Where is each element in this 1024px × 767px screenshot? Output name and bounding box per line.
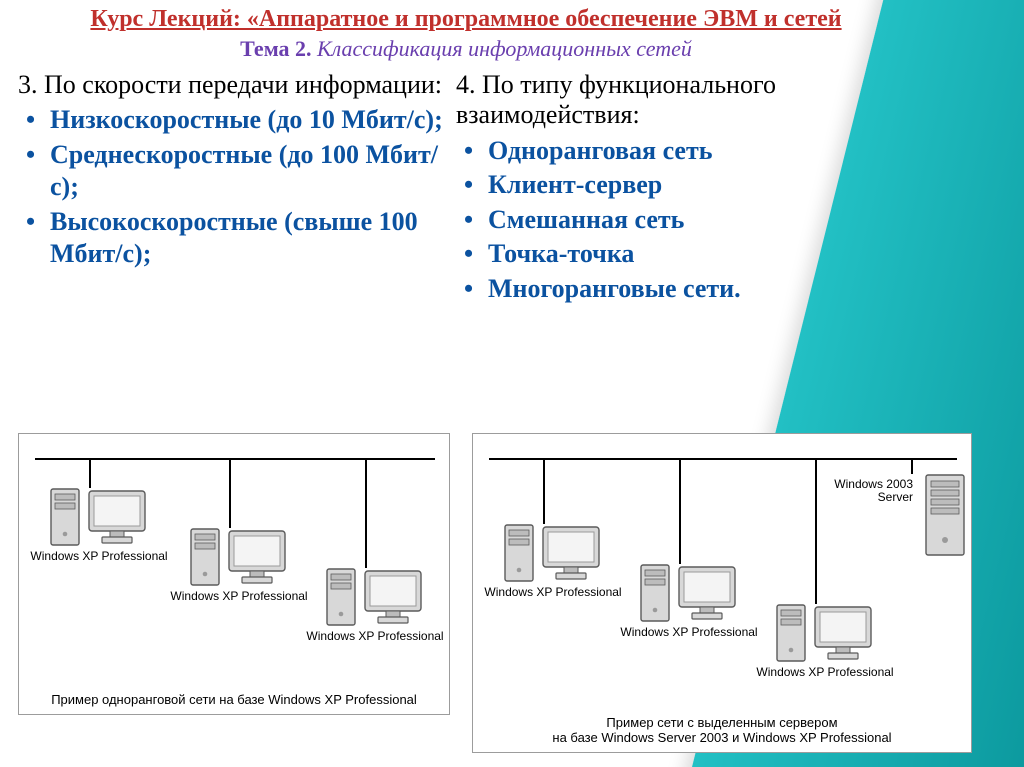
column-left: 3. По скорости передачи информации: Низк… xyxy=(18,70,448,308)
topic-subtitle: Тема 2. Классификация информационных сет… xyxy=(18,36,914,62)
tower-icon xyxy=(640,564,670,622)
list-item: Многоранговые сети. xyxy=(460,273,914,306)
monitor-icon xyxy=(540,524,602,582)
slide: Курс Лекций: «Аппаратное и программное о… xyxy=(0,0,1024,767)
monitor-icon xyxy=(226,528,288,586)
diagram-caption: Пример сети с выделенным сервером на баз… xyxy=(473,716,971,746)
section4-list: Одноранговая сеть Клиент-сервер Смешанна… xyxy=(456,135,914,306)
drop-cable xyxy=(543,458,545,524)
drop-cable xyxy=(815,458,817,604)
section4-heading: 4. По типу функционального взаимодействи… xyxy=(456,70,914,131)
tower-icon xyxy=(190,528,220,586)
workstation-label: Windows XP Professional xyxy=(169,590,309,603)
diagram-caption: Пример одноранговой сети на базе Windows… xyxy=(19,693,449,708)
tower-icon xyxy=(326,568,356,626)
workstation: Windows XP Professional xyxy=(483,524,623,599)
section3-heading: 3. По скорости передачи информации: xyxy=(18,70,448,101)
diagram-client-server: Windows 2003 Server Windows XP Professio… xyxy=(472,433,972,753)
monitor-icon xyxy=(812,604,874,662)
workstation-label: Windows XP Professional xyxy=(305,630,445,643)
server-label: Windows 2003 Server xyxy=(829,478,913,504)
course-title: Курс Лекций: «Аппаратное и программное о… xyxy=(18,6,914,34)
list-item: Клиент-сервер xyxy=(460,169,914,202)
drop-cable xyxy=(365,458,367,568)
list-item: Высокоскоростные (свыше 100 Мбит/с); xyxy=(22,206,448,271)
network-bus xyxy=(489,458,957,460)
workstation: Windows XP Professional xyxy=(755,604,895,679)
drop-cable xyxy=(89,458,91,488)
workstation: Windows XP Professional xyxy=(619,564,759,639)
monitor-icon xyxy=(362,568,424,626)
content-columns: 3. По скорости передачи информации: Низк… xyxy=(18,70,914,308)
tower-icon xyxy=(504,524,534,582)
server-tower-icon xyxy=(925,474,965,556)
list-item: Среднескоростные (до 100 Мбит/с); xyxy=(22,139,448,204)
workstation: Windows XP Professional xyxy=(305,568,445,643)
workstation-label: Windows XP Professional xyxy=(29,550,169,563)
tower-icon xyxy=(776,604,806,662)
diagram-peer-to-peer: Windows XP Professional Windows XP Profe… xyxy=(18,433,450,715)
section3-list: Низкоскоростные (до 10 Мбит/с); Среднеск… xyxy=(18,104,448,271)
workstation-label: Windows XP Professional xyxy=(619,626,759,639)
subtitle-bold: Тема 2. xyxy=(240,36,311,61)
workstation-label: Windows XP Professional xyxy=(755,666,895,679)
workstation: Windows XP Professional xyxy=(29,488,169,563)
list-item: Одноранговая сеть xyxy=(460,135,914,168)
drop-cable xyxy=(229,458,231,528)
monitor-icon xyxy=(86,488,148,546)
workstation: Windows XP Professional xyxy=(169,528,309,603)
list-item: Смешанная сеть xyxy=(460,204,914,237)
drop-cable xyxy=(911,458,913,474)
server-node: Windows 2003 Server xyxy=(845,474,965,560)
subtitle-italic: Классификация информационных сетей xyxy=(317,36,692,61)
monitor-icon xyxy=(676,564,738,622)
list-item: Точка-точка xyxy=(460,238,914,271)
caption-line: Пример сети с выделенным сервером xyxy=(606,715,837,730)
drop-cable xyxy=(679,458,681,564)
column-right: 4. По типу функционального взаимодействи… xyxy=(456,70,914,308)
workstation-label: Windows XP Professional xyxy=(483,586,623,599)
tower-icon xyxy=(50,488,80,546)
caption-line: на базе Windows Server 2003 и Windows XP… xyxy=(552,730,891,745)
list-item: Низкоскоростные (до 10 Мбит/с); xyxy=(22,104,448,137)
diagrams-row: Windows XP Professional Windows XP Profe… xyxy=(18,433,972,753)
network-bus xyxy=(35,458,435,460)
